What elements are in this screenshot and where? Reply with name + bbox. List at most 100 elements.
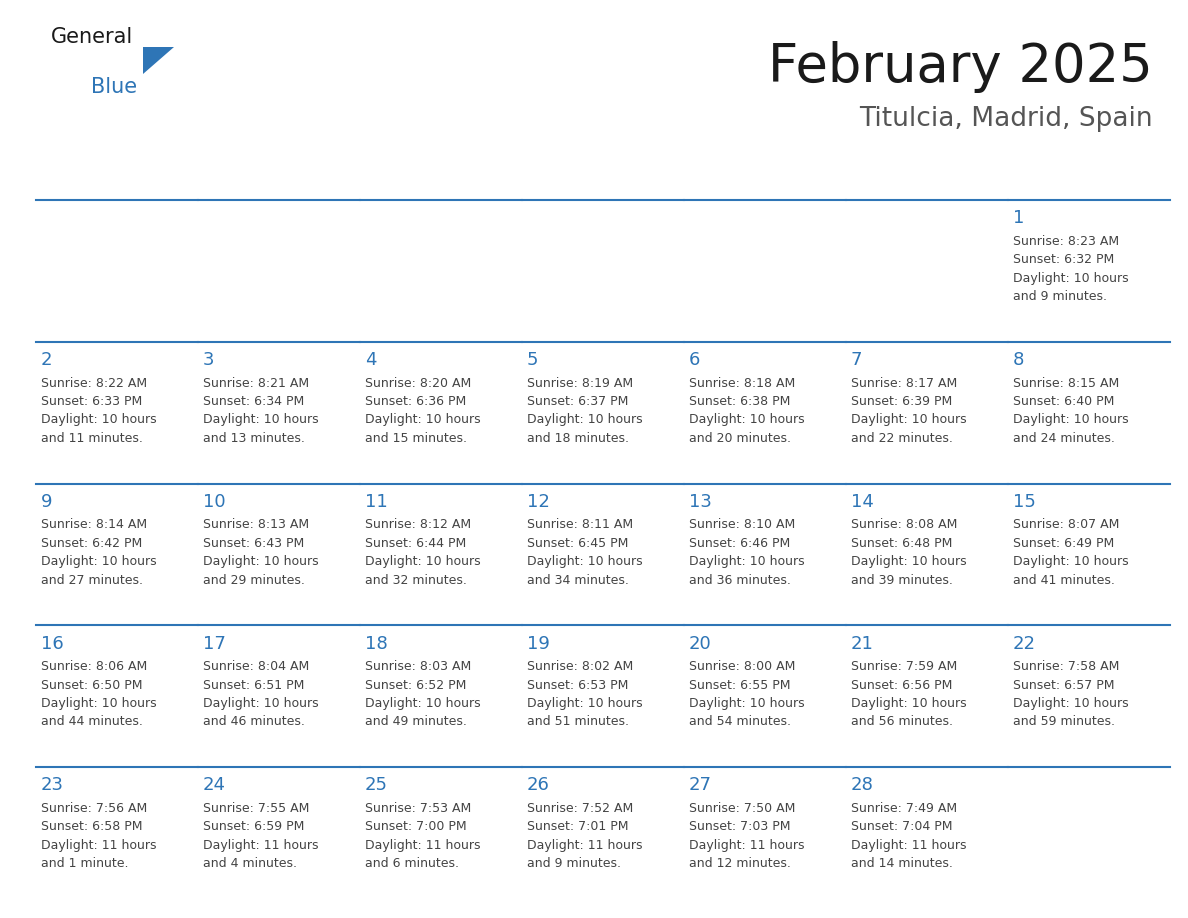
Text: and 9 minutes.: and 9 minutes. [1013,290,1107,303]
Text: Sunrise: 8:15 AM: Sunrise: 8:15 AM [1013,376,1119,390]
Text: Sunset: 6:59 PM: Sunset: 6:59 PM [203,821,304,834]
Text: Tuesday: Tuesday [369,166,435,181]
Text: Daylight: 10 hours: Daylight: 10 hours [203,697,318,710]
Text: and 39 minutes.: and 39 minutes. [851,574,953,587]
Text: Sunset: 6:46 PM: Sunset: 6:46 PM [689,537,790,550]
Text: Sunrise: 7:50 AM: Sunrise: 7:50 AM [689,802,795,815]
Text: Sunrise: 8:17 AM: Sunrise: 8:17 AM [851,376,958,390]
Text: Sunset: 6:43 PM: Sunset: 6:43 PM [203,537,304,550]
Text: Sunrise: 7:53 AM: Sunrise: 7:53 AM [365,802,470,815]
Text: Sunset: 6:42 PM: Sunset: 6:42 PM [40,537,141,550]
Text: and 46 minutes.: and 46 minutes. [203,715,304,728]
Text: Daylight: 10 hours: Daylight: 10 hours [689,413,804,427]
Text: Sunrise: 7:52 AM: Sunrise: 7:52 AM [526,802,633,815]
Text: 9: 9 [40,493,52,510]
Text: 4: 4 [365,351,377,369]
Text: Thursday: Thursday [694,166,769,181]
Text: Sunrise: 7:59 AM: Sunrise: 7:59 AM [851,660,958,673]
Text: Daylight: 10 hours: Daylight: 10 hours [203,555,318,568]
Text: Sunrise: 8:04 AM: Sunrise: 8:04 AM [203,660,309,673]
Text: 8: 8 [1013,351,1024,369]
Text: and 36 minutes.: and 36 minutes. [689,574,791,587]
Text: 7: 7 [851,351,862,369]
Text: and 13 minutes.: and 13 minutes. [203,431,304,445]
Text: Sunset: 6:44 PM: Sunset: 6:44 PM [365,537,466,550]
Text: Sunset: 6:45 PM: Sunset: 6:45 PM [526,537,628,550]
Text: Daylight: 10 hours: Daylight: 10 hours [526,413,643,427]
Text: 24: 24 [203,777,226,794]
Text: Sunset: 6:50 PM: Sunset: 6:50 PM [40,678,143,691]
Text: Sunset: 6:58 PM: Sunset: 6:58 PM [40,821,143,834]
Text: and 44 minutes.: and 44 minutes. [40,715,143,728]
Text: and 29 minutes.: and 29 minutes. [203,574,304,587]
Text: Sunrise: 8:00 AM: Sunrise: 8:00 AM [689,660,795,673]
Text: Daylight: 10 hours: Daylight: 10 hours [40,697,156,710]
Text: and 1 minute.: and 1 minute. [40,857,128,870]
Text: and 4 minutes.: and 4 minutes. [203,857,297,870]
Text: 21: 21 [851,634,873,653]
Text: Daylight: 10 hours: Daylight: 10 hours [40,555,156,568]
Text: Monday: Monday [208,166,271,181]
Text: Sunset: 6:36 PM: Sunset: 6:36 PM [365,395,466,409]
Text: Sunset: 6:48 PM: Sunset: 6:48 PM [851,537,953,550]
Text: Sunset: 6:37 PM: Sunset: 6:37 PM [526,395,628,409]
Text: Sunset: 6:33 PM: Sunset: 6:33 PM [40,395,141,409]
Text: and 6 minutes.: and 6 minutes. [365,857,459,870]
Text: February 2025: February 2025 [767,41,1152,94]
Text: and 56 minutes.: and 56 minutes. [851,715,953,728]
Text: 22: 22 [1013,634,1036,653]
Text: and 9 minutes.: and 9 minutes. [526,857,621,870]
Text: Sunset: 6:51 PM: Sunset: 6:51 PM [203,678,304,691]
Text: Sunset: 6:32 PM: Sunset: 6:32 PM [1013,253,1114,266]
Text: Titulcia, Madrid, Spain: Titulcia, Madrid, Spain [859,106,1152,131]
Text: Sunset: 6:39 PM: Sunset: 6:39 PM [851,395,952,409]
Text: 3: 3 [203,351,214,369]
Text: and 41 minutes.: and 41 minutes. [1013,574,1114,587]
Text: Sunrise: 8:22 AM: Sunrise: 8:22 AM [40,376,146,390]
Text: 23: 23 [40,777,63,794]
Text: Daylight: 11 hours: Daylight: 11 hours [203,839,318,852]
Text: Daylight: 10 hours: Daylight: 10 hours [1013,413,1129,427]
Text: and 27 minutes.: and 27 minutes. [40,574,143,587]
Text: 1: 1 [1013,209,1024,228]
Text: and 11 minutes.: and 11 minutes. [40,431,143,445]
Text: Sunrise: 7:56 AM: Sunrise: 7:56 AM [40,802,147,815]
Text: Wednesday: Wednesday [531,166,625,181]
Text: Sunset: 7:00 PM: Sunset: 7:00 PM [365,821,466,834]
Text: Sunset: 6:49 PM: Sunset: 6:49 PM [1013,537,1114,550]
Text: and 22 minutes.: and 22 minutes. [851,431,953,445]
Text: Sunset: 6:56 PM: Sunset: 6:56 PM [851,678,953,691]
Text: Sunset: 7:03 PM: Sunset: 7:03 PM [689,821,790,834]
Text: Sunrise: 8:23 AM: Sunrise: 8:23 AM [1013,235,1119,248]
Text: and 14 minutes.: and 14 minutes. [851,857,953,870]
Text: 18: 18 [365,634,387,653]
Text: 25: 25 [365,777,387,794]
Text: Sunrise: 8:06 AM: Sunrise: 8:06 AM [40,660,147,673]
Text: Sunrise: 8:13 AM: Sunrise: 8:13 AM [203,519,309,532]
Text: Sunrise: 8:08 AM: Sunrise: 8:08 AM [851,519,958,532]
Text: and 51 minutes.: and 51 minutes. [526,715,628,728]
Polygon shape [144,47,175,73]
Text: Daylight: 10 hours: Daylight: 10 hours [365,555,480,568]
Text: Sunset: 7:01 PM: Sunset: 7:01 PM [526,821,628,834]
Text: 13: 13 [689,493,712,510]
Text: 20: 20 [689,634,712,653]
Text: Sunset: 6:38 PM: Sunset: 6:38 PM [689,395,790,409]
Text: and 12 minutes.: and 12 minutes. [689,857,791,870]
Text: Sunset: 6:53 PM: Sunset: 6:53 PM [526,678,628,691]
Text: Daylight: 10 hours: Daylight: 10 hours [689,697,804,710]
Text: Sunset: 6:55 PM: Sunset: 6:55 PM [689,678,790,691]
Text: Sunset: 6:40 PM: Sunset: 6:40 PM [1013,395,1114,409]
Text: Daylight: 10 hours: Daylight: 10 hours [365,413,480,427]
Text: Sunset: 7:04 PM: Sunset: 7:04 PM [851,821,953,834]
Text: Saturday: Saturday [1018,166,1091,181]
Text: Sunrise: 7:58 AM: Sunrise: 7:58 AM [1013,660,1119,673]
Text: and 49 minutes.: and 49 minutes. [365,715,467,728]
Text: Sunrise: 8:12 AM: Sunrise: 8:12 AM [365,519,470,532]
Text: Daylight: 10 hours: Daylight: 10 hours [689,555,804,568]
Text: Sunset: 6:52 PM: Sunset: 6:52 PM [365,678,466,691]
Text: Daylight: 10 hours: Daylight: 10 hours [1013,272,1129,285]
Text: 26: 26 [526,777,550,794]
Text: Sunset: 6:57 PM: Sunset: 6:57 PM [1013,678,1114,691]
Text: and 18 minutes.: and 18 minutes. [526,431,628,445]
